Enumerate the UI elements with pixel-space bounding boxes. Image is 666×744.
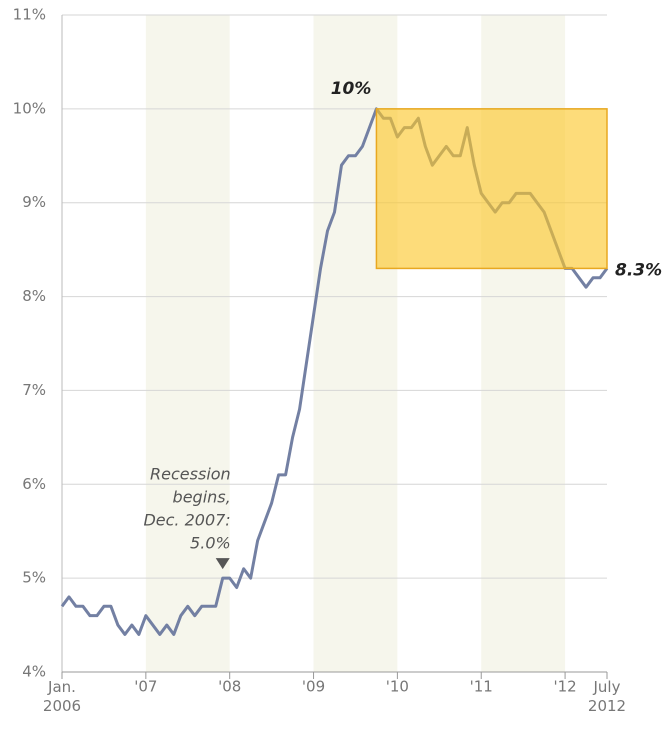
- annotation: 5.0%: [190, 534, 231, 553]
- x-tick-label: Jan. 2006: [43, 678, 81, 715]
- highlight-box: [375, 108, 608, 270]
- x-tick-label: '08: [218, 678, 241, 696]
- y-tick-label: 7%: [22, 381, 46, 399]
- x-tick-label: '07: [134, 678, 157, 696]
- y-tick-label: 6%: [22, 475, 46, 493]
- y-tick-label: 4%: [22, 663, 46, 681]
- annotation-arrow: [215, 558, 230, 570]
- annotation: 10%: [331, 79, 372, 99]
- x-tick-label: '12: [553, 678, 576, 696]
- y-tick-label: 11%: [13, 6, 46, 24]
- y-tick-label: 5%: [22, 569, 46, 587]
- year-band: [145, 15, 230, 672]
- y-tick-label: 8%: [22, 287, 46, 305]
- y-tick-label: 10%: [13, 99, 46, 117]
- x-tick-label-line: 2006: [43, 697, 81, 715]
- annotation: begins,: [173, 488, 231, 507]
- y-tick-label: 9%: [22, 193, 46, 211]
- x-tick-label-line: 2012: [588, 697, 626, 715]
- x-tick-label: '09: [302, 678, 325, 696]
- annotation: Recession: [150, 465, 231, 484]
- x-tick-label: '10: [386, 678, 409, 696]
- annotation: 8.3%: [615, 260, 662, 280]
- x-tick-label-line: Jan.: [47, 678, 76, 696]
- x-tick-label-line: July: [593, 678, 621, 696]
- x-tick-label: July 2012: [588, 678, 626, 715]
- x-tick-label: '11: [470, 678, 493, 696]
- annotation: Dec. 2007:: [143, 511, 230, 530]
